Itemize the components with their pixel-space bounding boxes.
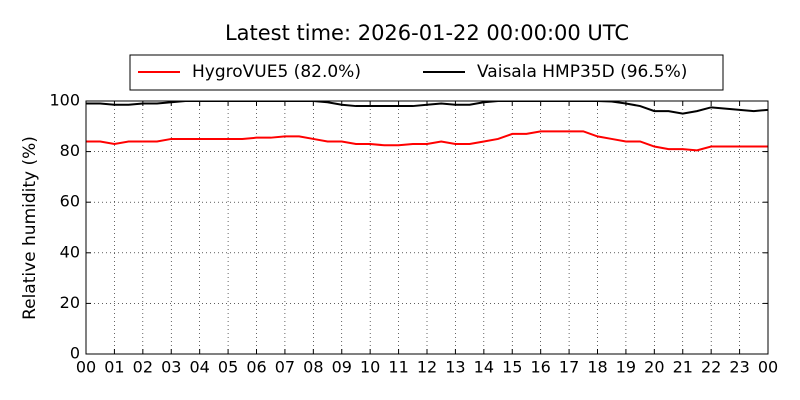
x-tick-label: 06: [246, 358, 266, 377]
y-tick-label: 40: [60, 242, 80, 261]
x-tick-label: 21: [673, 358, 693, 377]
x-tick-label: 01: [104, 358, 124, 377]
x-tick-label: 03: [161, 358, 181, 377]
x-tick-label: 08: [303, 358, 323, 377]
legend-label: Vaisala HMP35D (96.5%): [477, 62, 687, 82]
x-tick-label: 14: [474, 358, 494, 377]
x-tick-label: 09: [332, 358, 352, 377]
x-tick-label: 04: [189, 358, 209, 377]
x-tick-label: 07: [275, 358, 295, 377]
y-tick-label: 60: [60, 192, 80, 211]
data-line: [86, 101, 768, 115]
x-tick-label: 18: [587, 358, 607, 377]
x-tick-label: 00: [758, 358, 778, 377]
y-tick-label: 80: [60, 141, 80, 160]
legend-label: HygroVUE5 (82.0%): [192, 62, 361, 82]
x-tick-label: 05: [218, 358, 238, 377]
y-axis-label: Relative humidity (%): [20, 136, 40, 320]
x-tick-label: 02: [133, 358, 153, 377]
x-tick-label: 22: [701, 358, 721, 377]
x-tick-label: 17: [559, 358, 579, 377]
y-tick-label: 20: [60, 293, 80, 312]
plot-frame: [85, 100, 769, 355]
x-tick-label: 19: [616, 358, 636, 377]
x-tick-label: 11: [388, 358, 408, 377]
x-tick-label: 15: [502, 358, 522, 377]
x-tick-label: 20: [644, 358, 664, 377]
x-tick-label: 10: [360, 358, 380, 377]
x-tick-label: 23: [729, 358, 749, 377]
y-tick-label: 100: [49, 91, 80, 110]
x-tick-label: 12: [417, 358, 437, 377]
x-tick-label: 00: [76, 358, 96, 377]
y-tick-label: 0: [70, 344, 80, 363]
x-tick-label: 16: [530, 358, 550, 377]
data-line: [86, 130, 768, 152]
chart-title: Latest time: 2026-01-22 00:00:00 UTC: [225, 21, 629, 45]
x-tick-label: 13: [445, 358, 465, 377]
